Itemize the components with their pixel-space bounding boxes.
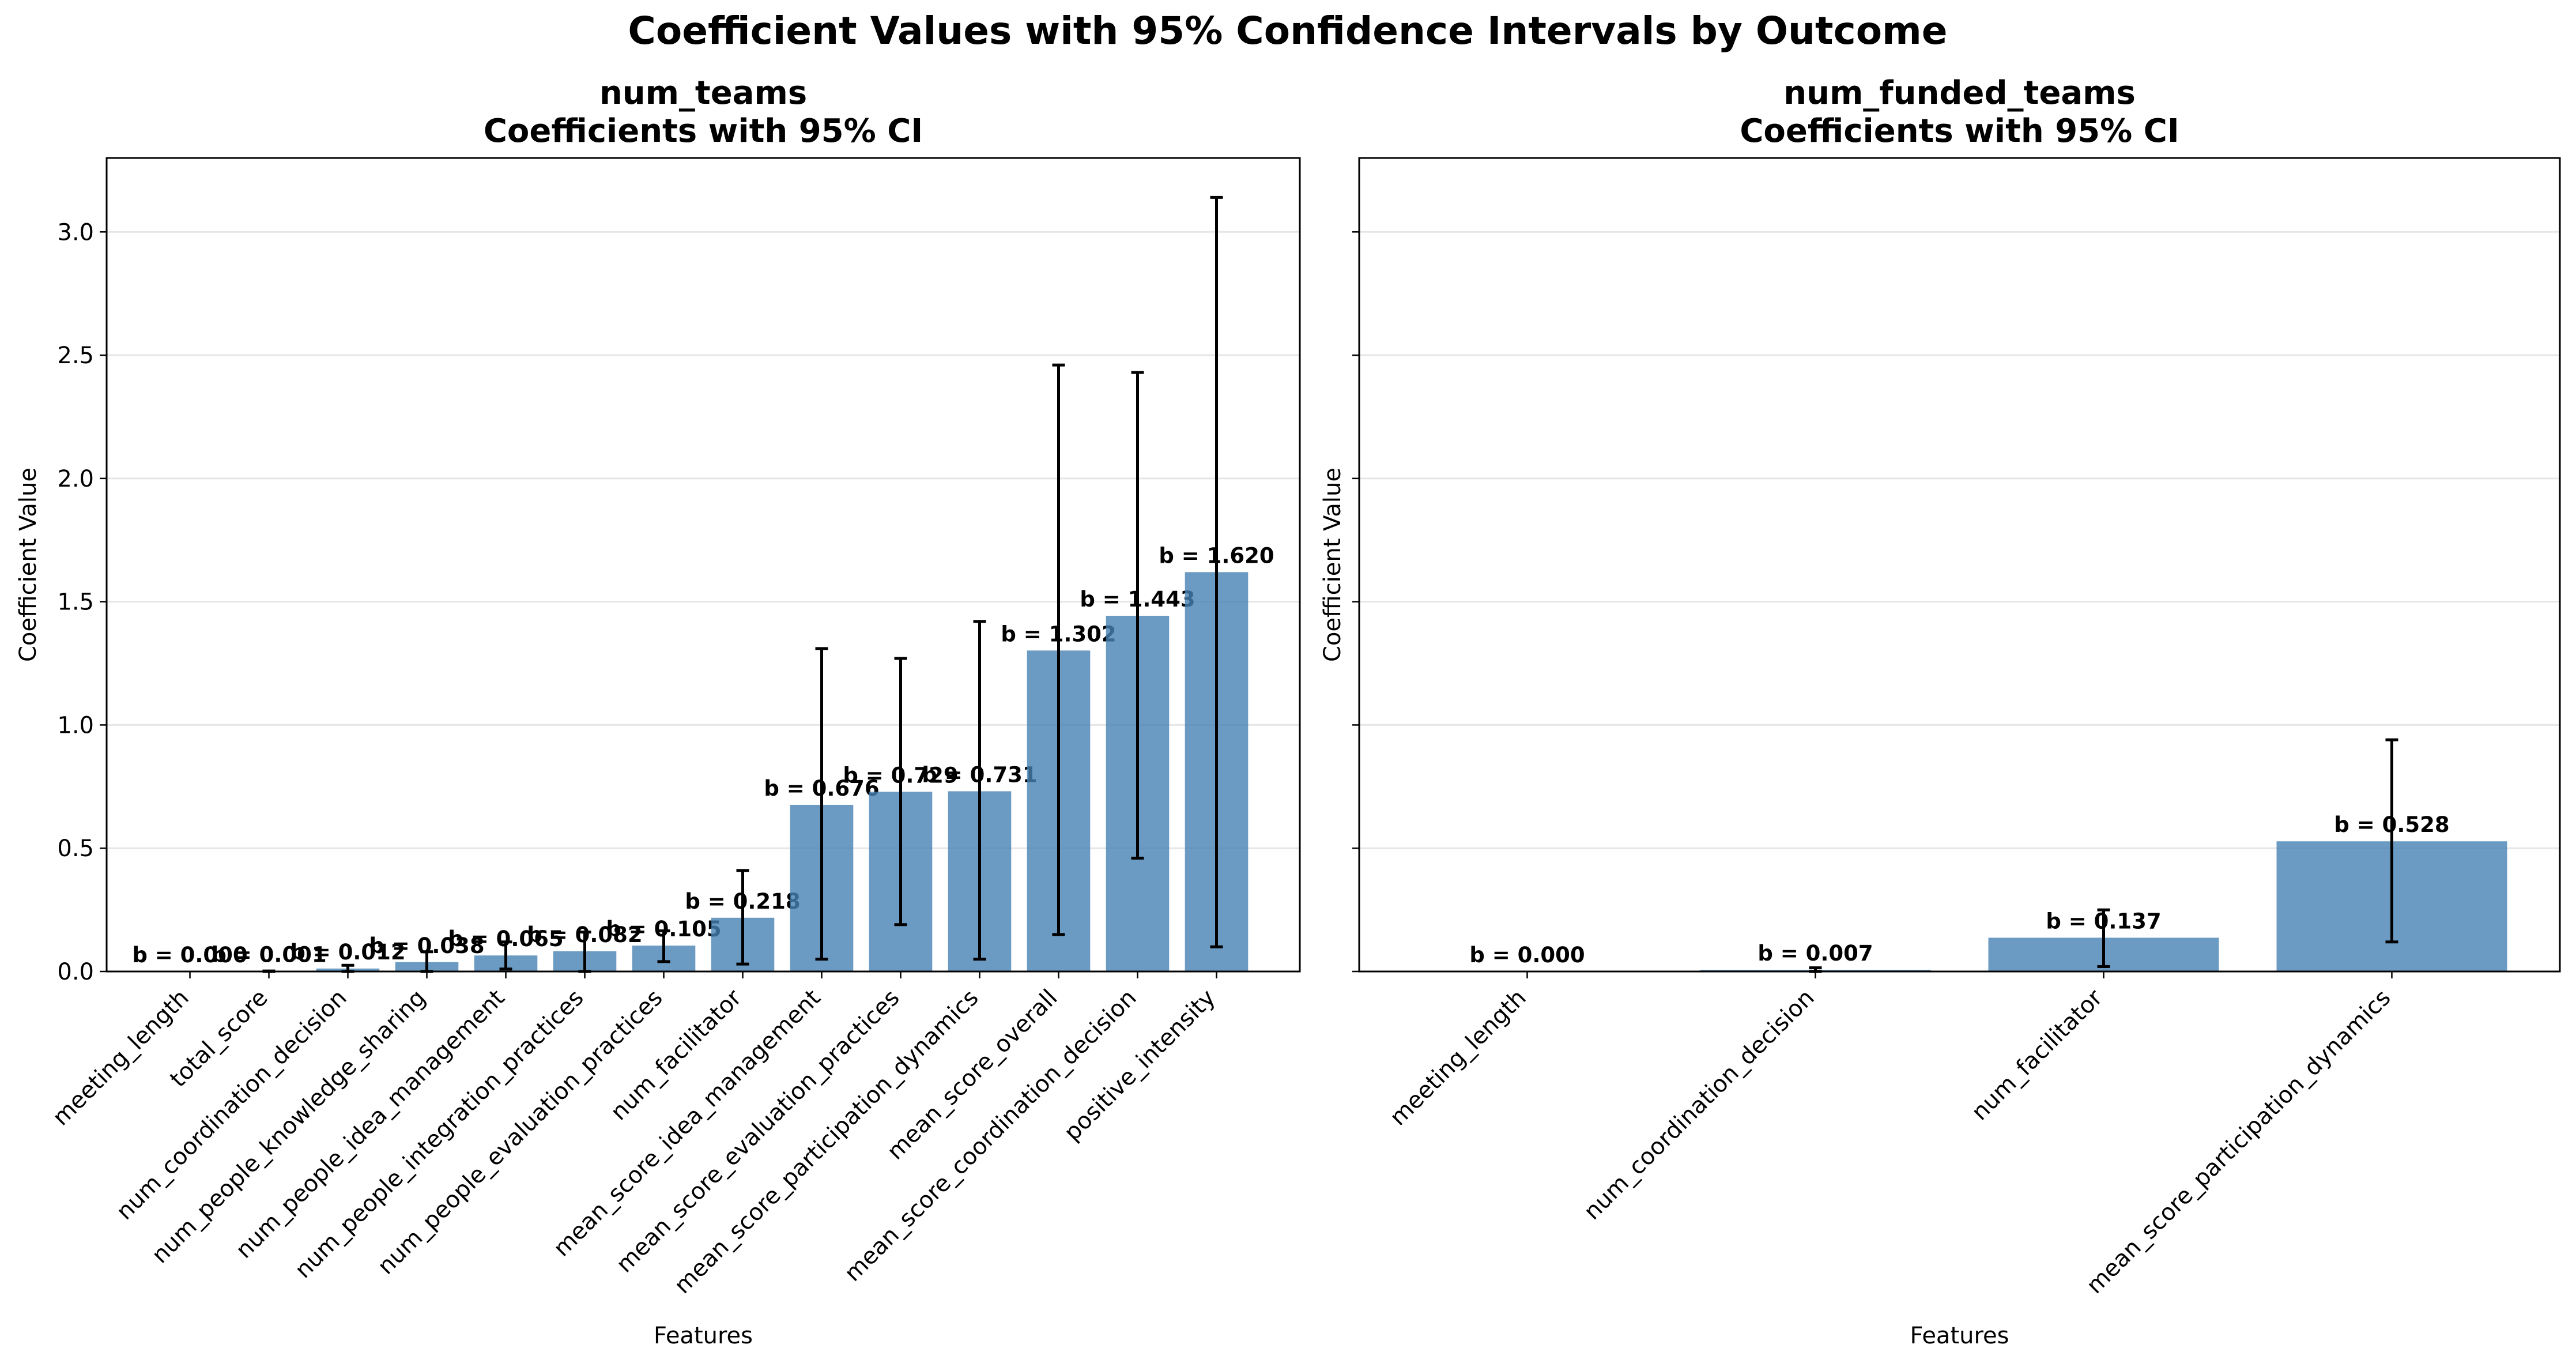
y-tick-label: 2.5 [57, 342, 94, 369]
subplot-subtitle: Coefficients with 95% CI [1740, 112, 2179, 150]
y-tick-label: 0.5 [57, 835, 94, 862]
subplot-2: b = 0.000 meeting_length b = 0.007 num_coor… [1319, 74, 2560, 1349]
data-label: b = 0.731 [922, 762, 1037, 787]
subplot-subtitle: Coefficients with 95% CI [484, 112, 923, 150]
y-tick-label: 0.0 [57, 959, 94, 985]
x-axis-label: Features [654, 1323, 753, 1349]
y-axis-label: Coefficient Value [15, 468, 42, 662]
data-label: b = 0.137 [2046, 909, 2161, 933]
x-tick-label: num_people_evaluation_practices [372, 985, 667, 1280]
x-tick-label: mean_score_coordination_decision [839, 985, 1141, 1287]
y-axis-label: Coefficient Value [1319, 468, 1346, 662]
subplot-title: num_teams [599, 74, 807, 112]
x-tick-label: mean_score_evaluation_practices [612, 985, 905, 1278]
data-label: b = 1.443 [1080, 587, 1195, 612]
x-tick-label: positive_intensity [1059, 985, 1220, 1146]
x-tick-label: num_coordination_decision [1579, 985, 1819, 1225]
x-axis-label: Features [1910, 1323, 2009, 1349]
data-label: b = 0.528 [2334, 812, 2449, 837]
data-label: b = 0.007 [1757, 941, 1873, 966]
x-tick-label: meeting_length [1385, 985, 1532, 1131]
data-label: b = 0.218 [685, 889, 800, 914]
x-tick-label: num_facilitator [1967, 984, 2108, 1125]
subplot-1: 0.00.51.01.52.02.53.0b = 0.000meeting_le… [15, 74, 1300, 1349]
y-tick-label: 3.0 [57, 219, 94, 246]
subplot-title: num_funded_teams [1783, 74, 2136, 112]
y-tick-label: 1.5 [57, 589, 94, 616]
x-tick-label: num_people_knowledge_sharing [147, 985, 431, 1269]
data-label: b = 1.302 [1001, 622, 1116, 646]
x-tick-label: mean_score_participation_dynamics [2081, 985, 2396, 1300]
data-label: b = 0.000 [1469, 943, 1585, 967]
data-label: b = 1.620 [1159, 543, 1274, 568]
x-tick-label: num_people_integration_practices [290, 985, 589, 1284]
y-tick-label: 1.0 [57, 712, 94, 739]
x-tick-label: meeting_length [48, 985, 194, 1131]
y-tick-label: 2.0 [57, 466, 94, 492]
figure-title: Coefficient Values with 95% Confidence I… [628, 9, 1947, 53]
x-tick-label: num_facilitator [606, 984, 747, 1125]
data-label: b = 0.105 [606, 917, 721, 942]
